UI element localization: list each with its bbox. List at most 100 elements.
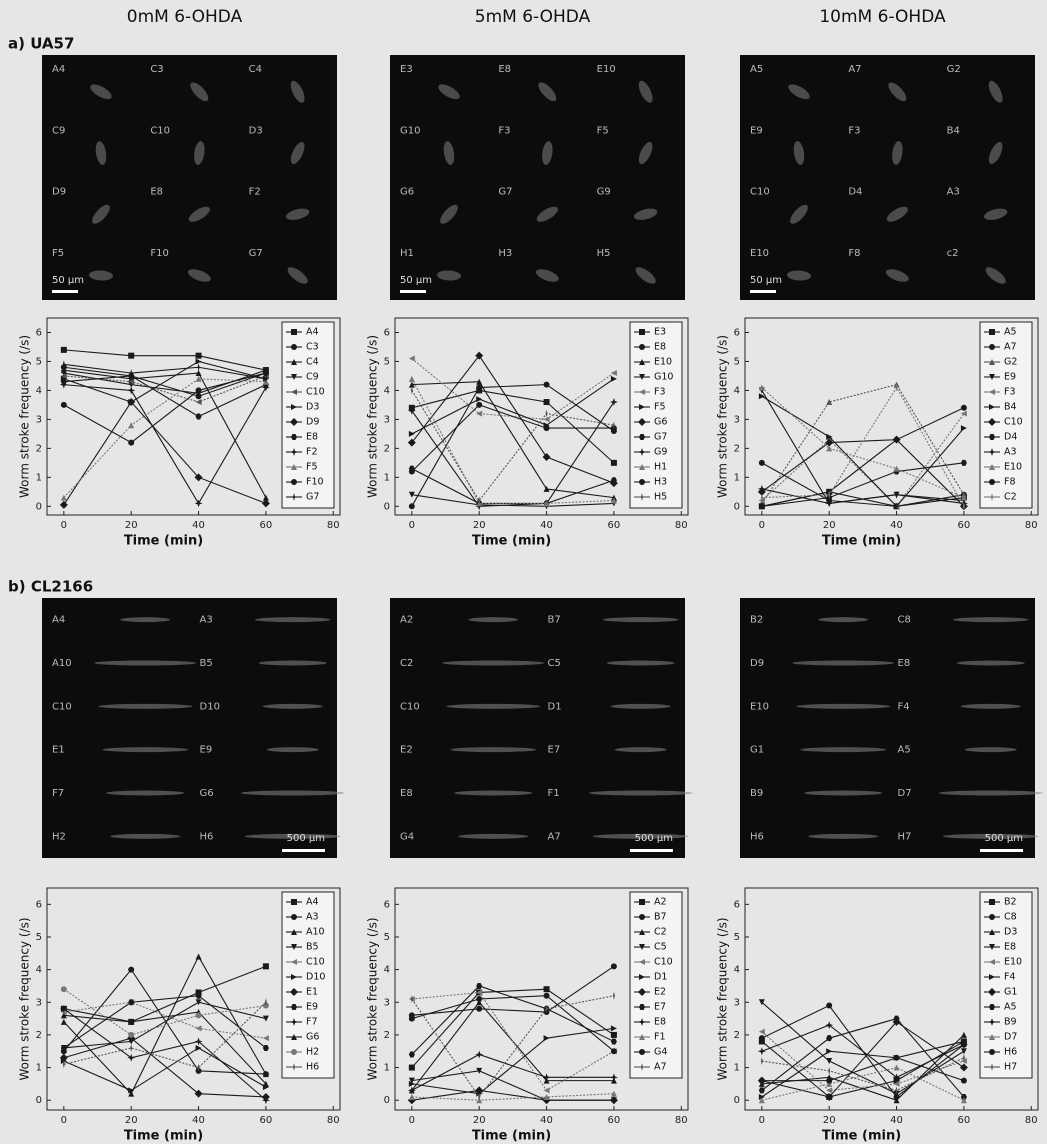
marker [194,1089,203,1098]
marker [128,378,135,385]
marker [59,1053,68,1062]
legend-label: A4 [306,897,319,908]
x-axis-label: Time (min) [822,1129,901,1144]
y-axis-label: Worm stroke frequency (/s) [18,335,32,498]
worm [290,141,305,165]
marker [610,459,617,466]
legend-label: G6 [306,1032,319,1043]
marker [60,372,67,379]
marker [291,974,297,980]
marker [194,473,203,482]
legend-label: A4 [306,327,319,338]
marker [610,1031,617,1038]
worm [190,82,209,102]
x-tick-label: 60 [958,1115,971,1126]
legend-label: C10 [306,387,325,398]
marker [545,409,548,418]
marker [291,329,297,335]
y-tick-label: 1 [384,472,390,483]
legend-box [629,891,683,1079]
scale-bar [400,290,426,293]
worm-track [450,747,537,753]
marker [476,982,483,989]
marker [991,493,993,501]
microscopy-image [740,55,1035,300]
legend-label: B7 [654,912,667,923]
legend-label: E9 [306,1002,318,1013]
x-axis-label: Time (min) [472,534,551,549]
well-label: E3 [400,64,413,75]
marker [609,1096,618,1105]
marker [989,374,995,380]
marker [828,1066,831,1075]
x-tick-label: 0 [759,1115,765,1126]
well-label: F3 [498,125,510,136]
well-label: E8 [498,64,511,75]
legend-label: E1 [306,987,318,998]
marker [128,999,135,1006]
worm-track [602,617,679,623]
marker [194,1037,203,1046]
series-line [411,378,615,435]
marker [895,383,898,392]
y-tick-label: 0 [734,501,740,512]
marker [476,1067,483,1074]
marker [290,988,298,996]
y-tick-label: 5 [384,356,390,367]
legend-label: F10 [306,477,324,488]
worm-track [454,790,533,796]
well-label: F8 [848,248,860,259]
legend-label: E7 [654,1002,666,1013]
well-label: B9 [750,788,763,799]
plot-frame [46,317,341,516]
legend-label: H6 [1004,1047,1017,1058]
legend-label: C2 [1004,492,1017,503]
worm-track [960,703,1021,709]
marker [760,1057,763,1066]
marker [825,499,834,508]
y-tick-label: 3 [36,414,42,425]
series-line [761,1024,965,1078]
legend-label: B2 [1004,897,1017,908]
well-label: G6 [200,788,214,799]
marker [264,374,267,383]
well-label: A5 [750,64,763,75]
marker [59,380,68,389]
marker [60,986,67,993]
marker [543,381,550,388]
series-line [761,407,965,507]
marker [893,1080,900,1087]
marker [543,1035,550,1042]
marker [291,899,297,905]
marker [408,1080,415,1087]
y-tick-label: 6 [384,327,390,338]
y-tick-label: 6 [734,327,740,338]
marker [264,998,267,1007]
marker [959,1063,968,1072]
worm-track [240,790,345,796]
marker [639,359,645,365]
worm [438,84,460,100]
legend-label: G4 [654,1047,667,1058]
x-tick-label: 0 [759,520,765,531]
series-line [411,494,614,507]
marker [991,1063,993,1071]
worm [635,267,656,284]
well-label: E10 [597,64,616,75]
marker [989,929,995,935]
marker [408,1015,415,1022]
marker [408,430,415,437]
x-tick-label: 80 [675,1115,688,1126]
marker [60,370,67,377]
x-tick-label: 40 [540,1115,553,1126]
well-label: B5 [200,658,213,669]
marker [639,479,645,485]
x-axis-label: Time (min) [124,1129,203,1144]
worm [788,84,810,100]
well-label: A7 [548,831,561,842]
marker [262,963,269,970]
x-tick-label: 0 [61,520,67,531]
marker [960,1097,967,1104]
marker [293,1063,295,1071]
marker [638,1018,646,1026]
